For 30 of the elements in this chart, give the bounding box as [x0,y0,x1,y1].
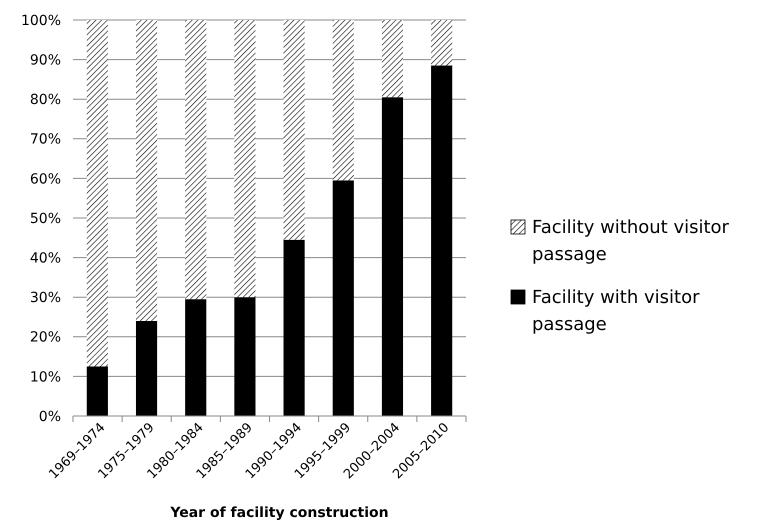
bar [284,20,305,240]
bar [431,66,452,416]
bar [136,320,158,416]
bar [284,240,305,416]
y-tick-label: 20% [30,330,61,346]
bar [86,366,108,416]
bar [234,20,256,298]
y-tick-label: 30% [30,290,61,306]
y-tick-label: 90% [30,52,61,68]
y-tick-label: 60% [30,171,61,188]
x-axis-title: Year of facility construction [169,505,389,521]
y-tick-label: 10% [30,369,61,386]
y-tick-label: 100% [20,12,61,29]
bar [431,20,452,66]
legend-label: Facility without visitor passage [532,217,730,265]
y-tick-label: 80% [30,92,61,108]
y-tick-label: 0% [38,408,61,425]
bar [234,297,256,416]
y-tick-label: 40% [30,250,61,266]
y-tick-label: 50% [30,210,61,227]
bar [332,20,354,180]
bar [332,180,354,416]
bar [86,20,108,366]
legend-label: Facility with visitor passage [532,287,700,335]
bar [382,20,404,98]
y-tick-label: 70% [30,132,61,148]
bar [136,20,158,321]
bar [185,20,206,300]
bar [382,97,404,416]
bar [185,299,206,416]
